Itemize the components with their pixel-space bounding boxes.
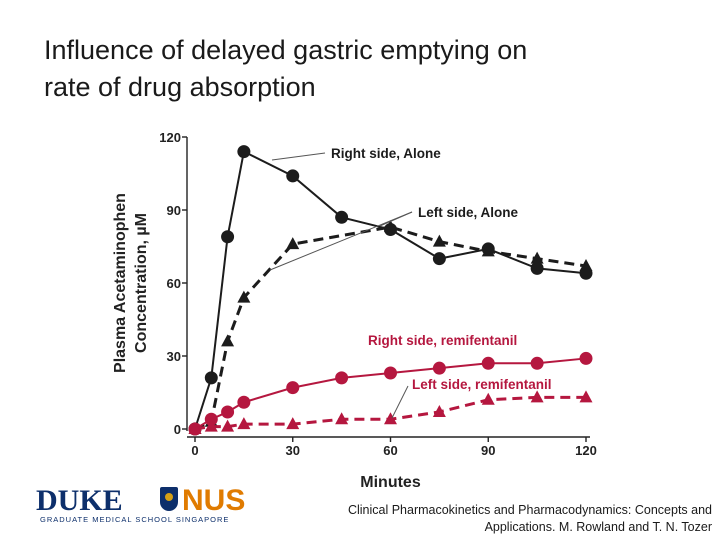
y-axis-label: Plasma Acetaminophen Concentration, µM bbox=[112, 193, 150, 373]
annotation-arrow bbox=[269, 211, 413, 271]
data-point bbox=[221, 405, 235, 419]
data-point bbox=[221, 334, 235, 347]
y-tick-label: 0 bbox=[174, 422, 181, 437]
data-point bbox=[286, 169, 300, 183]
y-tick-label: 30 bbox=[167, 349, 181, 364]
data-point bbox=[579, 258, 593, 271]
data-point bbox=[384, 412, 397, 425]
annotation-arrow bbox=[271, 152, 326, 161]
data-point bbox=[237, 395, 251, 409]
title-line-1: Influence of delayed gastric emptying on bbox=[44, 35, 528, 65]
data-point bbox=[579, 390, 593, 403]
series-label: Right side, Alone bbox=[331, 146, 441, 161]
x-tick-label: 120 bbox=[575, 443, 597, 458]
y-tick-label: 60 bbox=[167, 276, 181, 291]
title-line-2: rate of drug absorption bbox=[44, 72, 316, 102]
y-axis-label-line: Concentration, µM bbox=[133, 213, 150, 353]
x-tick-label: 0 bbox=[191, 443, 198, 458]
x-axis-label: Minutes bbox=[360, 474, 421, 491]
y-axis-label-line: Plasma Acetaminophen bbox=[112, 193, 129, 373]
data-point bbox=[204, 371, 218, 385]
data-point bbox=[188, 422, 202, 434]
series-label: Left side, remifentanil bbox=[412, 377, 552, 392]
citation-line-1: Clinical Pharmacokinetics and Pharmacody… bbox=[347, 503, 712, 517]
data-point bbox=[530, 390, 544, 403]
citation-line-2: Applications. M. Rowland and T. N. Tozer bbox=[484, 520, 712, 534]
annotation-arrow bbox=[391, 385, 409, 419]
data-point bbox=[237, 145, 251, 159]
data-point bbox=[530, 356, 544, 370]
data-point bbox=[286, 417, 300, 430]
data-point bbox=[432, 234, 446, 247]
data-point bbox=[335, 210, 349, 224]
data-point bbox=[432, 252, 446, 266]
data-point bbox=[481, 244, 495, 257]
logo-nus-text: NUS bbox=[182, 484, 246, 517]
data-point bbox=[432, 361, 446, 375]
series-label: Left side, Alone bbox=[418, 205, 519, 220]
data-point bbox=[481, 392, 495, 405]
y-tick-label: 120 bbox=[159, 130, 181, 145]
x-tick-label: 60 bbox=[383, 443, 397, 458]
chart-labels: Right side, Alone Left side, Alone Right s… bbox=[269, 146, 552, 419]
data-point bbox=[432, 404, 446, 417]
data-point bbox=[204, 419, 218, 432]
data-point bbox=[286, 237, 300, 250]
data-point bbox=[335, 412, 349, 425]
source-citation: Clinical Pharmacokinetics and Pharmacody… bbox=[282, 502, 712, 536]
logo-duke-text: DUKE bbox=[36, 484, 123, 517]
data-point bbox=[286, 381, 300, 395]
data-point bbox=[237, 290, 251, 303]
chart-axes: 0 30 60 90 120 0 30 60 90 120 Minutes Plasma Acetam… bbox=[112, 130, 597, 491]
slide-title: Influence of delayed gastric emptying on… bbox=[44, 32, 684, 106]
data-point bbox=[384, 366, 397, 380]
data-point bbox=[530, 261, 544, 275]
y-tick-label: 90 bbox=[167, 203, 181, 218]
chart-series bbox=[188, 145, 593, 436]
duke-nus-logo: DUKE NUS GRADUATE MEDICAL SCHOOL SINGAPO… bbox=[36, 484, 246, 524]
data-point bbox=[481, 356, 495, 370]
data-point bbox=[221, 419, 235, 432]
data-point bbox=[530, 251, 544, 264]
data-point bbox=[579, 351, 593, 365]
x-tick-label: 90 bbox=[481, 443, 495, 458]
logo-tagline: GRADUATE MEDICAL SCHOOL SINGAPORE bbox=[40, 515, 230, 524]
data-point bbox=[237, 417, 251, 430]
data-point bbox=[335, 371, 349, 385]
crest-icon bbox=[160, 487, 178, 511]
data-point bbox=[221, 230, 235, 244]
data-point bbox=[384, 220, 397, 233]
series-label: Right side, remifentanil bbox=[368, 333, 517, 348]
data-point bbox=[204, 412, 218, 426]
x-tick-label: 30 bbox=[286, 443, 300, 458]
